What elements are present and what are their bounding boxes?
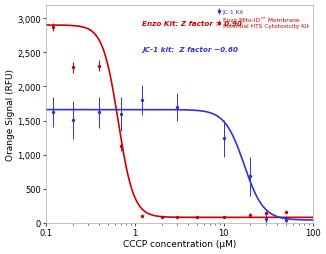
Legend: JC-1 Kit, Enzo Mito-ID™ Membrane
Potential HTS Cytotoxicity Kit: JC-1 Kit, Enzo Mito-ID™ Membrane Potenti… [216, 8, 310, 30]
Text: Enzo Kit: Z factor > 0.90: Enzo Kit: Z factor > 0.90 [142, 21, 242, 27]
X-axis label: CCCP concentration (μM): CCCP concentration (μM) [123, 240, 236, 248]
Y-axis label: Orange Signal (RFU): Orange Signal (RFU) [6, 68, 15, 160]
Text: JC-1 kit:  Z factor ~0.60: JC-1 kit: Z factor ~0.60 [142, 47, 238, 53]
